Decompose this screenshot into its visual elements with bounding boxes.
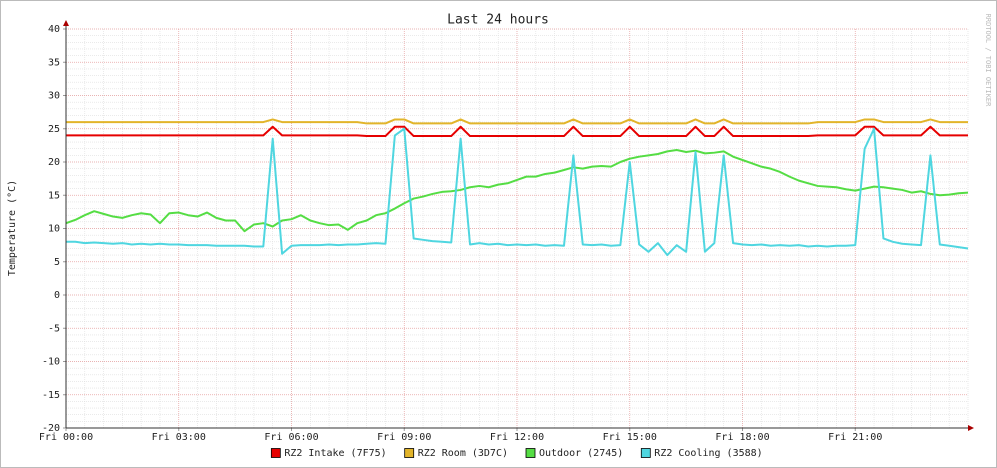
y-tick-label: 25: [48, 124, 60, 135]
y-axis-arrow: [63, 20, 69, 26]
legend: RZ2 Intake (7F75) RZ2 Room (3D7C) Outdoor …: [270, 448, 763, 459]
x-axis-arrow: [968, 425, 974, 431]
legend-item: RZ2 Intake (7F75): [270, 448, 387, 459]
x-tick-label: Fri 21:00: [828, 432, 882, 443]
y-tick-label: 40: [48, 24, 60, 35]
y-tick-label: 30: [48, 91, 60, 102]
y-tick-label: 20: [48, 157, 60, 168]
legend-swatch: [640, 448, 651, 458]
legend-item: Outdoor (2745): [525, 448, 623, 459]
x-tick-label: Fri 00:00: [39, 432, 93, 443]
y-tick-label: 5: [54, 257, 60, 268]
series-line: [66, 118, 968, 125]
y-tick-label: -15: [42, 390, 60, 401]
legend-swatch: [270, 448, 281, 458]
x-tick-label: Fri 03:00: [152, 432, 206, 443]
x-tick-label: Fri 06:00: [264, 432, 318, 443]
legend-swatch: [404, 448, 415, 458]
y-tick-label: 10: [48, 224, 60, 235]
x-tick-label: Fri 12:00: [490, 432, 544, 443]
legend-label: RZ2 Cooling (3588): [654, 448, 762, 459]
x-tick-label: Fri 15:00: [603, 432, 657, 443]
legend-swatch: [525, 448, 536, 458]
y-tick-label: -10: [42, 357, 60, 368]
watermark: RRDTOOL / TOBI OETIKER: [984, 14, 992, 108]
y-tick-label: 35: [48, 57, 60, 68]
plot: [65, 118, 969, 257]
series-line: [66, 125, 968, 138]
y-axis-label: Temperature (°C): [7, 180, 18, 276]
grid: [65, 28, 969, 429]
x-tick-label: Fri 18:00: [715, 432, 769, 443]
legend-label: RZ2 Room (3D7C): [418, 448, 508, 459]
legend-label: RZ2 Intake (7F75): [284, 448, 386, 459]
chart-title: Last 24 hours: [447, 13, 549, 28]
y-tick-label: 15: [48, 190, 60, 201]
legend-item: RZ2 Cooling (3588): [640, 448, 763, 459]
legend-item: RZ2 Room (3D7C): [404, 448, 508, 459]
series-line: [65, 149, 969, 233]
y-tick-label: -5: [48, 323, 60, 334]
x-tick-label: Fri 09:00: [377, 432, 431, 443]
series-line: [66, 127, 969, 257]
legend-label: Outdoor (2745): [539, 448, 623, 459]
y-tick-label: -20: [42, 423, 60, 434]
y-tick-label: 0: [54, 290, 60, 301]
